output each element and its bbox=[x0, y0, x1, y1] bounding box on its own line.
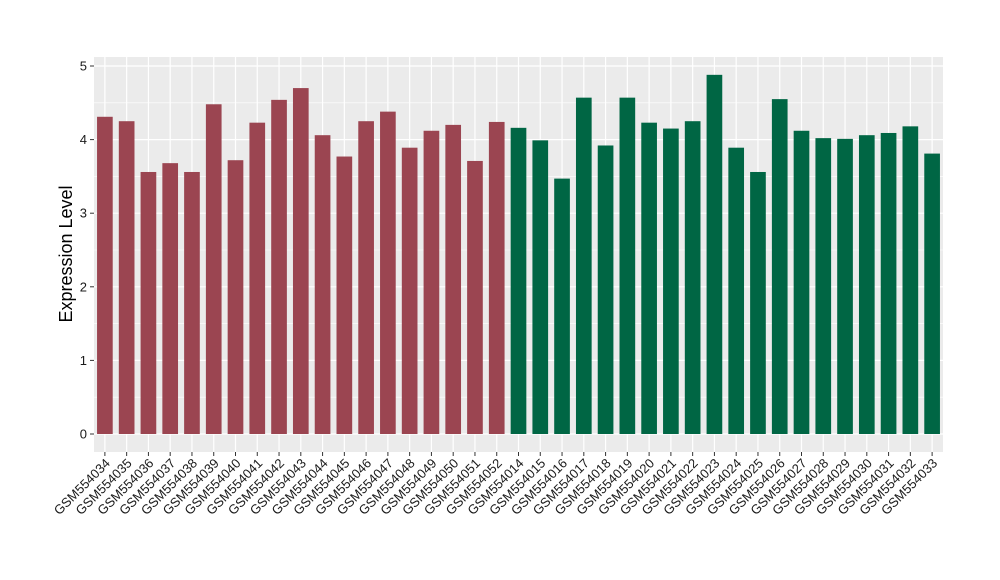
y-axis: 0 1 2 3 4 5 bbox=[80, 59, 94, 442]
bar-GSM554047 bbox=[380, 111, 396, 434]
y-tick-label: 4 bbox=[80, 132, 87, 147]
y-tick-label: 3 bbox=[80, 206, 87, 221]
bar-GSM554020 bbox=[641, 122, 657, 434]
bar-GSM554034 bbox=[97, 116, 113, 434]
bars bbox=[97, 74, 940, 435]
bar-GSM554022 bbox=[684, 121, 701, 434]
bar-GSM554031 bbox=[880, 132, 897, 434]
y-tick-label: 5 bbox=[80, 59, 87, 74]
bar-GSM554035 bbox=[118, 121, 135, 434]
bar-GSM554030 bbox=[858, 135, 875, 434]
bar-GSM554028 bbox=[815, 138, 832, 435]
bar-GSM554033 bbox=[924, 153, 940, 435]
bar-GSM554042 bbox=[271, 99, 287, 434]
bar-GSM554014 bbox=[510, 127, 527, 434]
bar-GSM554025 bbox=[750, 171, 766, 434]
bar-GSM554049 bbox=[423, 130, 440, 434]
bar-GSM554015 bbox=[532, 140, 549, 434]
x-axis: GSM554034GSM554035GSM554036GSM554037GSM5… bbox=[51, 452, 940, 518]
bar-GSM554044 bbox=[314, 135, 331, 434]
bar-GSM554023 bbox=[706, 74, 723, 434]
bar-GSM554050 bbox=[445, 124, 462, 434]
bar-GSM554051 bbox=[467, 160, 483, 434]
bar-GSM554036 bbox=[140, 171, 157, 434]
bar-GSM554040 bbox=[227, 160, 244, 434]
bar-GSM554041 bbox=[249, 122, 266, 434]
y-tick-label: 1 bbox=[80, 353, 87, 368]
bar-GSM554026 bbox=[771, 99, 788, 435]
bar-GSM554019 bbox=[619, 97, 636, 434]
bar-GSM554043 bbox=[292, 88, 309, 434]
bar-GSM554048 bbox=[401, 147, 418, 435]
bar-GSM554032 bbox=[902, 126, 919, 435]
y-tick-label: 2 bbox=[80, 279, 87, 294]
bar-GSM554029 bbox=[837, 138, 853, 434]
bar-GSM554052 bbox=[488, 121, 505, 434]
bar-GSM554046 bbox=[358, 121, 374, 434]
bar-GSM554039 bbox=[205, 104, 222, 434]
y-tick-label: 0 bbox=[80, 427, 87, 442]
bar-GSM554038 bbox=[184, 171, 200, 434]
y-axis-label: Expression Level bbox=[56, 185, 76, 322]
bar-GSM554018 bbox=[597, 145, 614, 434]
bar-GSM554037 bbox=[162, 163, 179, 435]
bar-GSM554016 bbox=[554, 178, 570, 434]
bar-GSM554021 bbox=[663, 128, 679, 434]
bar-GSM554024 bbox=[728, 147, 745, 435]
bar-GSM554045 bbox=[336, 156, 353, 434]
bar-GSM554017 bbox=[575, 97, 592, 434]
bar-GSM554027 bbox=[793, 130, 810, 434]
